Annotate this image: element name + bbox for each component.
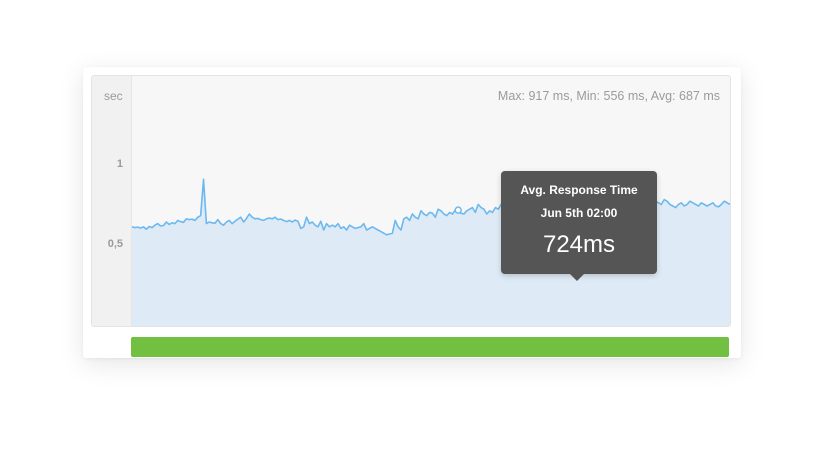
stats-summary: Max: 917 ms, Min: 556 ms, Avg: 687 ms <box>497 89 720 103</box>
tooltip-value: 724ms <box>542 231 616 258</box>
hover-point <box>454 206 462 214</box>
y-tick-label-1: 1 <box>116 158 123 170</box>
uptime-status-bar[interactable] <box>131 337 729 357</box>
y-axis-unit-label: sec <box>104 89 123 103</box>
tooltip-time: Jun 5th 02:00 <box>540 206 618 220</box>
y-axis-gutter: sec 1 0,5 <box>92 76 132 326</box>
response-time-card: sec 1 0,5 Max: 917 ms, Min: 556 ms, Avg:… <box>83 67 741 358</box>
tooltip-title: Avg. Response Time <box>520 183 638 197</box>
y-tick-label-0-5: 0,5 <box>107 238 123 250</box>
chart-tooltip: Avg. Response Time Jun 5th 02:00 724ms <box>501 171 657 281</box>
